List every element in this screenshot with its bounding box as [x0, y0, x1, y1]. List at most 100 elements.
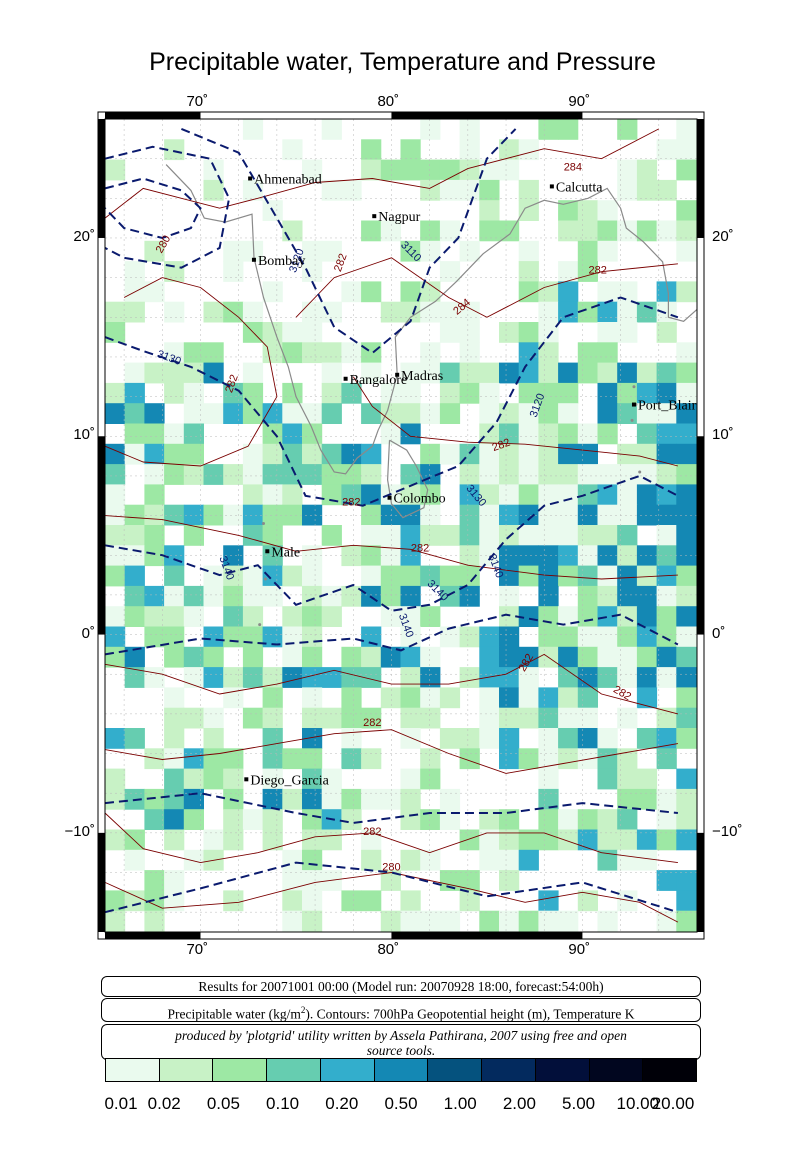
precip-cell: [203, 504, 224, 526]
x-tick-label-bottom: 80˚: [377, 941, 400, 958]
precip-cell: [144, 504, 165, 526]
precip-cell: [577, 464, 598, 485]
geopotential-contour: [181, 127, 517, 355]
precip-cell: [223, 403, 244, 424]
precip-cell: [420, 179, 441, 201]
precip-cell: [380, 220, 401, 242]
precip-cell: [656, 301, 677, 323]
precip-cell: [617, 281, 638, 303]
precip-cell: [420, 910, 441, 932]
legend-swatch: [213, 1059, 268, 1081]
temperature-contour-label: 282: [589, 265, 607, 277]
precip-cell: [400, 849, 421, 871]
precip-cell: [439, 159, 461, 181]
legend-swatch: [482, 1059, 536, 1081]
precip-cell: [656, 545, 677, 567]
precip-cell: [479, 525, 500, 546]
precip-cell: [479, 443, 500, 465]
precip-cell: [676, 687, 697, 709]
precip-cell: [262, 423, 283, 445]
precip-cell: [558, 829, 579, 851]
outer-frame: [97, 111, 705, 940]
temperature-contour-label: 282: [491, 437, 512, 455]
precip-cell: [262, 504, 283, 526]
precip-cell: [380, 504, 401, 526]
precip-cell: [321, 606, 342, 627]
precip-cell: [577, 484, 598, 506]
precip-cell: [262, 707, 283, 729]
precip-cell: [105, 890, 126, 912]
precip-cell: [597, 910, 618, 932]
precip-cell: [361, 220, 382, 242]
precip-cell: [676, 443, 697, 465]
city-label: Colombo: [394, 492, 446, 507]
y-tick-label-right: −10˚: [712, 822, 743, 840]
city-markers: Ahmenabad Nagpur Calcutta Bombay MadrasBanga…: [244, 172, 697, 788]
precip-cell: [341, 443, 362, 465]
precip-cell: [597, 525, 618, 546]
precip-cell: [164, 301, 185, 323]
city-marker: [372, 214, 377, 219]
precip-cell: [617, 525, 638, 546]
precip-cell: [262, 748, 283, 770]
precip-cell: [479, 423, 500, 445]
precip-cell: [479, 220, 500, 242]
precip-cell: [479, 849, 500, 871]
precip-cell: [558, 606, 579, 627]
precip-cell: [518, 261, 539, 282]
precip-cell: [223, 545, 244, 567]
precip-cell: [105, 788, 126, 810]
precip-cell: [577, 626, 598, 648]
precip-cell: [203, 179, 224, 201]
city-label: Nagpur: [378, 210, 420, 225]
precip-cell: [282, 504, 303, 526]
precip-cell: [518, 423, 539, 445]
temperature-contour-label: 284: [564, 162, 582, 174]
precip-cell: [144, 910, 165, 932]
precip-cell: [518, 139, 539, 161]
precip-cell: [124, 667, 145, 688]
precip-cell: [321, 362, 342, 384]
precip-cell: [577, 748, 598, 770]
precip-cell: [144, 809, 165, 830]
precip-cell: [400, 484, 421, 506]
precip-cell: [203, 768, 224, 790]
precip-cell: [597, 728, 618, 749]
precip-cell: [676, 159, 697, 181]
precip-cell: [144, 464, 165, 485]
precip-cell: [341, 342, 362, 364]
precip-cell: [459, 119, 480, 140]
precip-cell: [420, 687, 441, 709]
precip-cell: [302, 910, 323, 932]
precip-cell: [183, 525, 204, 546]
precip-cell: [164, 464, 185, 485]
precip-cell: [558, 646, 579, 668]
precip-cell: [321, 443, 342, 465]
precip-cell: [656, 281, 677, 303]
precip-cell: [459, 728, 480, 749]
precip-cell: [302, 809, 323, 830]
precip-cell: [282, 626, 303, 648]
precip-cell: [656, 585, 677, 607]
city-port_blair: Port_Blair: [631, 399, 697, 414]
precip-cell: [676, 403, 697, 424]
precip-cell: [124, 728, 145, 749]
precip-cell: [400, 626, 421, 648]
precip-cell: [183, 403, 204, 424]
precip-cell: [577, 423, 598, 445]
precip-cell: [558, 910, 579, 932]
temperature-contour: [295, 257, 678, 318]
precip-cell: [242, 484, 264, 506]
city-label: Diego_Garcia: [250, 773, 329, 788]
precip-cell: [676, 565, 697, 587]
precip-cell: [656, 667, 677, 688]
precip-cell: [262, 687, 283, 709]
precip-cell: [223, 382, 244, 404]
precip-cell: [617, 484, 638, 506]
precip-cell: [676, 788, 697, 810]
precip-cell: [203, 301, 224, 323]
precip-cell: [676, 707, 697, 729]
precip-cell: [242, 382, 264, 404]
precip-cell: [302, 322, 323, 343]
precip-cell: [242, 646, 264, 668]
